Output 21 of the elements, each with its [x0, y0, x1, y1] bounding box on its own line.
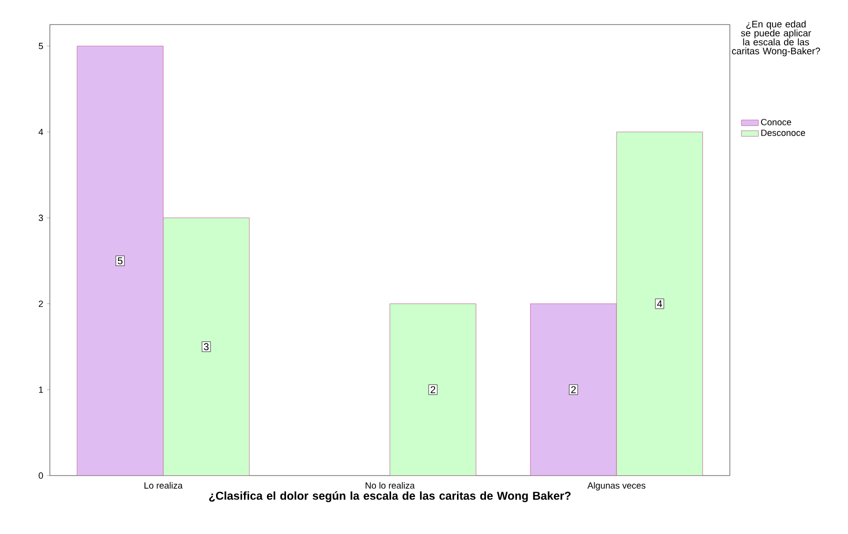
x-tick-label: Lo realiza	[144, 482, 183, 489]
legend-title: ¿En que edad se puede aplicar la escala de las caritas Wong-Baker?	[732, 20, 820, 56]
data-label: 2	[571, 386, 576, 394]
bar	[530, 304, 617, 476]
bar	[76, 46, 164, 476]
x-tick-label: No lo realiza	[366, 482, 415, 489]
x-axis-title: ¿Clasifica el dolor según la escala de las caritas de Wong Baker?	[209, 491, 571, 502]
bar	[390, 304, 476, 476]
legend-label: Conoce	[761, 118, 792, 126]
y-tick-label: 1	[39, 386, 43, 393]
x-tick-label: Algunas veces	[587, 482, 646, 490]
y-tick-label: 2	[38, 300, 43, 307]
data-label: 5	[118, 257, 122, 264]
y-tick-label: 5	[38, 42, 43, 50]
data-label: 2	[430, 386, 436, 394]
y-tick-label: 4	[38, 128, 44, 136]
data-label: 4	[657, 300, 662, 308]
legend-label: Desconoce	[761, 130, 806, 136]
y-tick-label: 0	[38, 472, 44, 479]
data-label: 3	[204, 343, 209, 350]
y-tick-label: 3	[38, 214, 43, 222]
